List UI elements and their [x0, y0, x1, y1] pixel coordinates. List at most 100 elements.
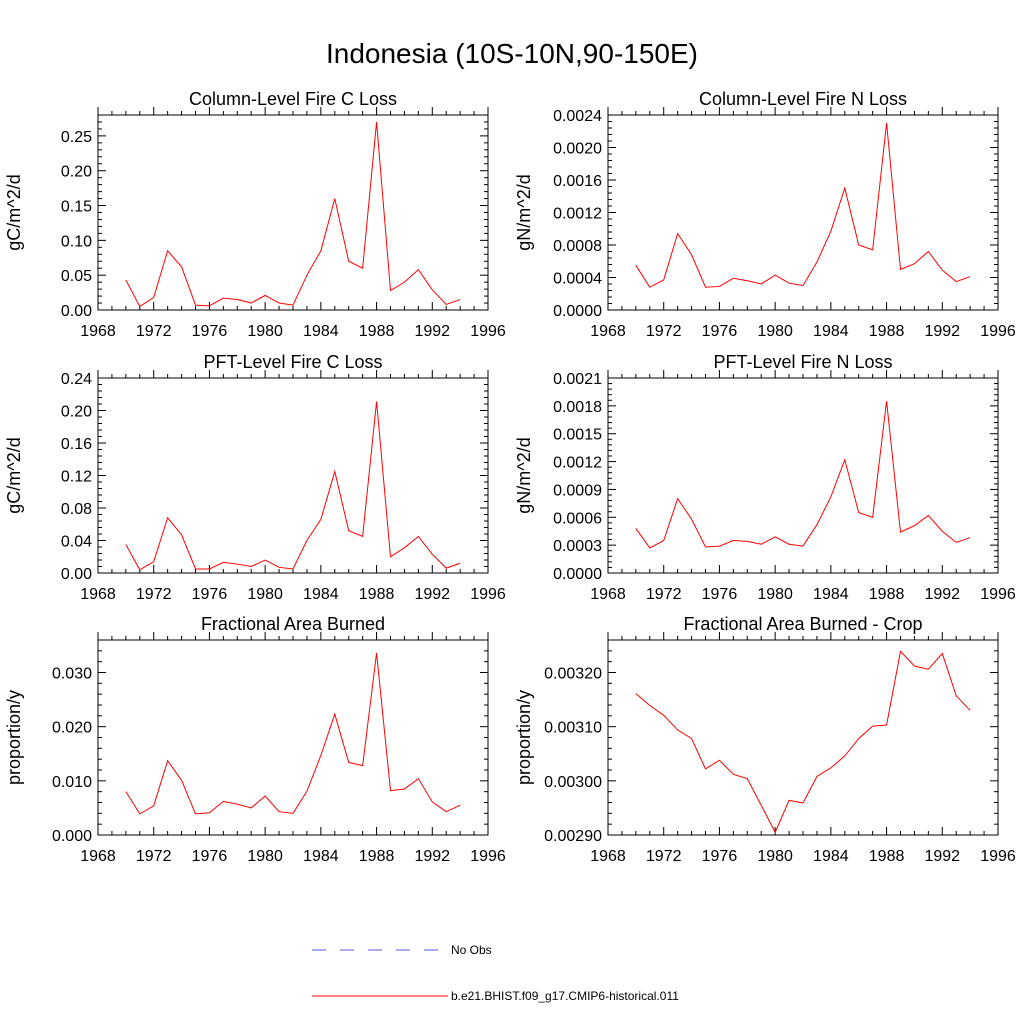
- x-tick-label: 1972: [136, 848, 172, 865]
- y-tick-label: 0.00: [61, 566, 92, 583]
- x-tick-label: 1984: [303, 586, 339, 603]
- x-tick-label: 1984: [813, 323, 849, 340]
- x-tick-label: 1972: [646, 323, 682, 340]
- x-tick-label: 1980: [247, 586, 283, 603]
- y-tick-label: 0.08: [61, 501, 92, 518]
- x-tick-label: 1968: [80, 586, 116, 603]
- y-tick-label: 0.0018: [553, 399, 602, 416]
- y-tick-label: 0.010: [52, 774, 92, 791]
- chart-panel-1: 1968 1972 1976 1980 1984 1988 1992 1996 0.00 0.05…: [4, 89, 506, 340]
- plot-frame: [607, 377, 999, 574]
- x-tick-label: 1980: [757, 848, 793, 865]
- panel-title: PFT-Level Fire N Loss: [713, 352, 892, 372]
- x-tick-label: 1984: [813, 586, 849, 603]
- y-tick-label: 0.20: [61, 404, 92, 421]
- y-tick-label: 0.0004: [553, 271, 602, 288]
- y-tick-label: 0.15: [61, 199, 92, 216]
- series-line: [635, 123, 971, 288]
- plot-frame: [97, 114, 489, 311]
- legend-label-2: b.e21.BHIST.f09_g17.CMIP6-historical.011: [451, 989, 679, 1003]
- x-tick-label: 1988: [869, 323, 905, 340]
- panel-title: Column-Level Fire C Loss: [189, 89, 397, 109]
- x-tick-label: 1976: [192, 848, 228, 865]
- x-tick-label: 1984: [303, 848, 339, 865]
- x-tick-label: 1976: [192, 586, 228, 603]
- series-line: [125, 401, 461, 571]
- y-tick-label: 0.16: [61, 436, 92, 453]
- y-tick-label: 0.00320: [544, 666, 602, 683]
- y-tick-label: 0.00300: [544, 774, 602, 791]
- chart-panels: 1968 1972 1976 1980 1984 1988 1992 1996 0.00 0.05…: [4, 89, 1016, 865]
- x-tick-label: 1996: [980, 323, 1016, 340]
- y-tick-label: 0.00: [61, 303, 92, 320]
- x-tick-label: 1972: [136, 323, 172, 340]
- y-tick-label: 0.0021: [553, 371, 602, 388]
- x-tick-label: 1988: [359, 323, 395, 340]
- y-tick-label: 0.25: [61, 129, 92, 146]
- x-tick-label: 1992: [924, 586, 960, 603]
- y-tick-label: 0.12: [61, 469, 92, 486]
- x-tick-label: 1992: [414, 586, 450, 603]
- y-tick-label: 0.0000: [553, 566, 602, 583]
- plot-frame: [97, 639, 489, 836]
- plot-frame: [97, 377, 489, 574]
- x-tick-label: 1992: [414, 323, 450, 340]
- x-tick-label: 1996: [470, 323, 506, 340]
- x-tick-label: 1992: [924, 848, 960, 865]
- chart-panel-3: 1968 1972 1976 1980 1984 1988 1992 1996 0.00 0.04…: [4, 352, 506, 603]
- panel-title: Fractional Area Burned: [201, 614, 385, 634]
- y-tick-label: 0.0015: [553, 427, 602, 444]
- x-tick-label: 1992: [924, 323, 960, 340]
- x-tick-label: 1996: [980, 848, 1016, 865]
- series-line: [125, 121, 461, 308]
- x-tick-label: 1988: [869, 586, 905, 603]
- x-tick-label: 1980: [757, 586, 793, 603]
- y-tick-label: 0.0020: [553, 141, 602, 158]
- plot-frame: [607, 114, 999, 311]
- panel-title: PFT-Level Fire C Loss: [203, 352, 382, 372]
- panel-title: Fractional Area Burned - Crop: [683, 614, 922, 634]
- x-tick-label: 1976: [702, 586, 738, 603]
- y-tick-label: 0.020: [52, 720, 92, 737]
- x-tick-label: 1976: [702, 323, 738, 340]
- x-tick-label: 1980: [757, 323, 793, 340]
- y-tick-label: 0.0024: [553, 108, 602, 125]
- x-tick-label: 1972: [646, 848, 682, 865]
- x-tick-label: 1980: [247, 323, 283, 340]
- x-tick-label: 1996: [470, 586, 506, 603]
- series-line: [635, 401, 971, 549]
- chart-panel-6: 1968 1972 1976 1980 1984 1988 1992 1996 0.00290 0…: [514, 614, 1016, 865]
- x-tick-label: 1968: [80, 848, 116, 865]
- y-tick-label: 0.00290: [544, 828, 602, 845]
- x-tick-label: 1980: [247, 848, 283, 865]
- y-tick-label: 0.000: [52, 828, 92, 845]
- y-axis-label: gN/m^2/d: [514, 437, 534, 513]
- figure-title: Indonesia (10S-10N,90-150E): [325, 38, 698, 69]
- y-tick-label: 0.0006: [553, 510, 602, 527]
- series-line: [635, 650, 971, 834]
- x-tick-label: 1968: [590, 323, 626, 340]
- chart-panel-2: 1968 1972 1976 1980 1984 1988 1992 1996 0.0000 0.…: [514, 89, 1016, 340]
- x-tick-label: 1968: [590, 586, 626, 603]
- y-tick-label: 0.0012: [553, 206, 602, 223]
- y-tick-label: 0.030: [52, 666, 92, 683]
- y-tick-label: 0.0008: [553, 238, 602, 255]
- y-axis-label: proportion/y: [514, 690, 534, 785]
- chart-panel-5: 1968 1972 1976 1980 1984 1988 1992 1996 0.000 0.0…: [4, 614, 506, 865]
- y-tick-label: 0.0016: [553, 173, 602, 190]
- y-tick-label: 0.04: [61, 534, 92, 551]
- chart-panel-4: 1968 1972 1976 1980 1984 1988 1992 1996 0.0000 0.…: [514, 352, 1016, 603]
- y-tick-label: 0.24: [61, 371, 92, 388]
- y-tick-label: 0.20: [61, 164, 92, 181]
- y-tick-label: 0.0012: [553, 455, 602, 472]
- x-tick-label: 1972: [646, 586, 682, 603]
- y-axis-label: gC/m^2/d: [4, 437, 24, 513]
- panel-title: Column-Level Fire N Loss: [699, 89, 907, 109]
- x-tick-label: 1984: [813, 848, 849, 865]
- x-tick-label: 1984: [303, 323, 339, 340]
- y-tick-label: 0.0003: [553, 538, 602, 555]
- x-tick-label: 1988: [359, 848, 395, 865]
- y-axis-label: gN/m^2/d: [514, 174, 534, 250]
- x-tick-label: 1976: [702, 848, 738, 865]
- x-tick-label: 1992: [414, 848, 450, 865]
